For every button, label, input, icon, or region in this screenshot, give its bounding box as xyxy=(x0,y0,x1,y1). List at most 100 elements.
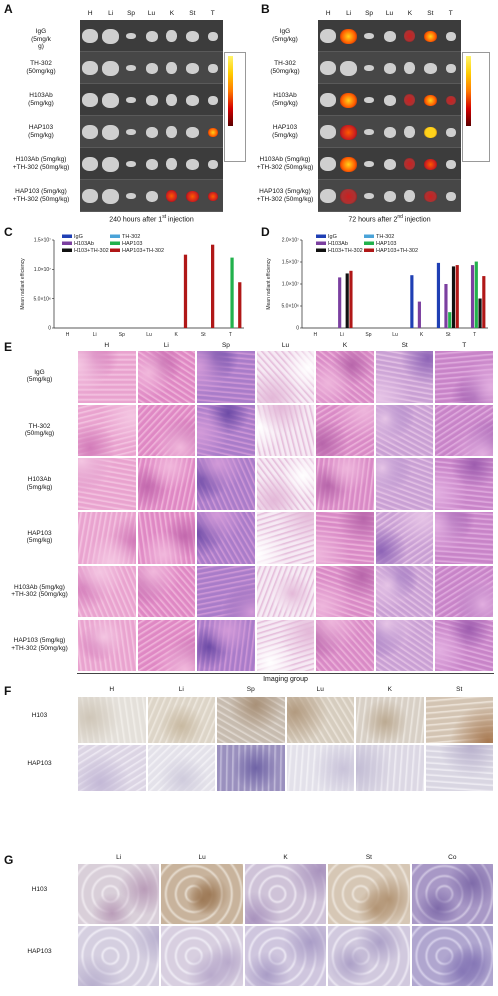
legend-swatch-h103-th-302 xyxy=(62,248,72,252)
x-tick-label: T xyxy=(473,332,476,338)
ivis-image-a xyxy=(80,20,223,212)
legend-label-igg: IgG xyxy=(328,234,337,240)
organ-label-lu: Lu xyxy=(385,10,394,17)
imaging-row xyxy=(80,84,223,116)
legend-swatch-th-302 xyxy=(364,234,374,238)
micrograph-tile-k xyxy=(243,925,328,987)
colorbar-b xyxy=(462,52,490,162)
legend-label-h103-th-302: H103+TH-302 xyxy=(74,248,109,254)
micrograph-tile-sp xyxy=(196,403,256,458)
micrograph-tile-li xyxy=(136,457,197,512)
organ-specimen xyxy=(423,94,437,106)
organ-specimen xyxy=(320,29,337,43)
x-tick-label: Li xyxy=(340,332,344,338)
organ-label-lu: Lu xyxy=(281,342,290,349)
organ-specimen xyxy=(404,94,416,106)
organ-specimen xyxy=(102,188,120,204)
imaging-row xyxy=(318,20,461,52)
organ-specimen xyxy=(383,190,396,202)
organ-specimen xyxy=(423,190,437,202)
organ-label-li: Li xyxy=(163,342,169,349)
organ-specimen xyxy=(207,127,218,137)
organ-specimen xyxy=(126,193,137,199)
organ-specimen xyxy=(102,124,120,140)
micrograph-tile-t xyxy=(434,618,494,673)
organ-specimen xyxy=(423,158,437,170)
group-label: H103Ab (5mg/kg) +TH-302 (50mg/kg) xyxy=(12,156,70,171)
x-tick-label: K xyxy=(174,332,178,338)
micrograph-tile-st xyxy=(374,350,435,404)
organ-specimen xyxy=(383,158,396,170)
x-tick-label: Lu xyxy=(392,332,398,338)
organ-label-k: K xyxy=(342,342,348,349)
micrograph-tile-k xyxy=(315,564,375,619)
bar-chart-d: 0 5.0×10⁶ 1.0×10⁷ 1.5×10⁷ 2.0×10⁷ Mean radian… xyxy=(266,234,488,338)
panel-letter-e: E xyxy=(4,340,13,354)
y-tick-label: 0 xyxy=(48,326,51,332)
organ-specimen xyxy=(207,95,218,105)
micrograph-tile-li xyxy=(146,696,216,744)
legend-label-th-302: TH-302 xyxy=(122,234,140,240)
micrograph-tile-st xyxy=(374,403,435,458)
micrograph-tile-h xyxy=(77,457,137,512)
organ-specimen xyxy=(445,127,456,137)
organ-specimen xyxy=(404,190,416,202)
micrograph-tile-sp xyxy=(196,457,256,512)
organ-specimen xyxy=(82,93,99,107)
micrograph-tile-lu xyxy=(255,618,316,673)
organ-label-st: St xyxy=(401,342,408,349)
imaging-row xyxy=(80,116,223,148)
organ-specimen xyxy=(320,61,337,75)
micrograph-tile-st xyxy=(374,618,435,673)
organ-specimen xyxy=(166,190,178,202)
y-axis-label: Mean radiant efficiency xyxy=(266,258,272,310)
legend-label-hap103: HAP103 xyxy=(376,241,397,247)
bar-igg xyxy=(436,262,441,328)
x-tick-label: K xyxy=(420,332,424,338)
organ-specimen xyxy=(102,156,120,172)
micrograph-tile-st xyxy=(424,744,494,792)
organ-specimen xyxy=(145,30,158,42)
organ-specimen xyxy=(82,29,99,43)
group-label: H103Ab (5mg/kg) +TH-302 (50mg/kg) xyxy=(256,156,314,171)
micrograph-tile-li xyxy=(77,925,161,987)
x-tick-label: St xyxy=(446,332,451,338)
bar-hap103-th-302 xyxy=(482,276,486,328)
bar-h103ab xyxy=(470,265,475,328)
micrograph-tile-co xyxy=(410,925,494,987)
organ-specimen xyxy=(423,30,437,42)
organ-label-h: H xyxy=(87,10,93,17)
panel-letter-d: D xyxy=(261,225,270,239)
y-tick-label: 1.0×10⁷ xyxy=(282,282,299,288)
legend-swatch-igg xyxy=(316,234,326,238)
micrograph-tile-h xyxy=(77,403,137,458)
organ-specimen xyxy=(404,158,416,170)
imaging-row xyxy=(80,52,223,84)
organ-label-st: St xyxy=(456,686,463,693)
imaging-row xyxy=(318,148,461,180)
organ-specimen xyxy=(423,62,437,74)
organ-specimen xyxy=(404,30,416,42)
colorbar-a xyxy=(224,52,246,162)
legend-label-hap103-th-302: HAP103+TH-302 xyxy=(122,248,164,254)
legend-swatch-igg xyxy=(62,234,72,238)
micrograph-tile-li xyxy=(136,511,197,565)
panel-letter-f: F xyxy=(4,684,12,698)
micrograph-tile-k xyxy=(315,350,375,404)
group-label: H103Ab (5mg/kg) +TH-302 (50mg/kg) xyxy=(11,583,68,599)
x-tick-label: Sp xyxy=(365,332,371,338)
legend-label-h103ab: H103Ab xyxy=(74,241,94,247)
group-label: IgG (5mg/kg) xyxy=(272,28,298,43)
group-label: H103Ab (5mg/kg) xyxy=(28,92,54,107)
micrograph-tile-lu xyxy=(285,744,355,792)
organ-specimen xyxy=(320,189,337,203)
organ-specimen xyxy=(320,93,337,107)
organ-specimen xyxy=(423,126,437,138)
organ-specimen xyxy=(185,62,199,74)
bar-h103ab xyxy=(338,277,342,328)
micrograph-tile-k xyxy=(315,457,375,512)
legend-swatch-hap103-th-302 xyxy=(110,248,120,252)
micrograph-tile-k xyxy=(315,511,375,565)
organ-specimen xyxy=(340,28,358,44)
group-label: HAP103 (5mg/kg) +TH-302 (50mg/kg) xyxy=(12,188,70,203)
